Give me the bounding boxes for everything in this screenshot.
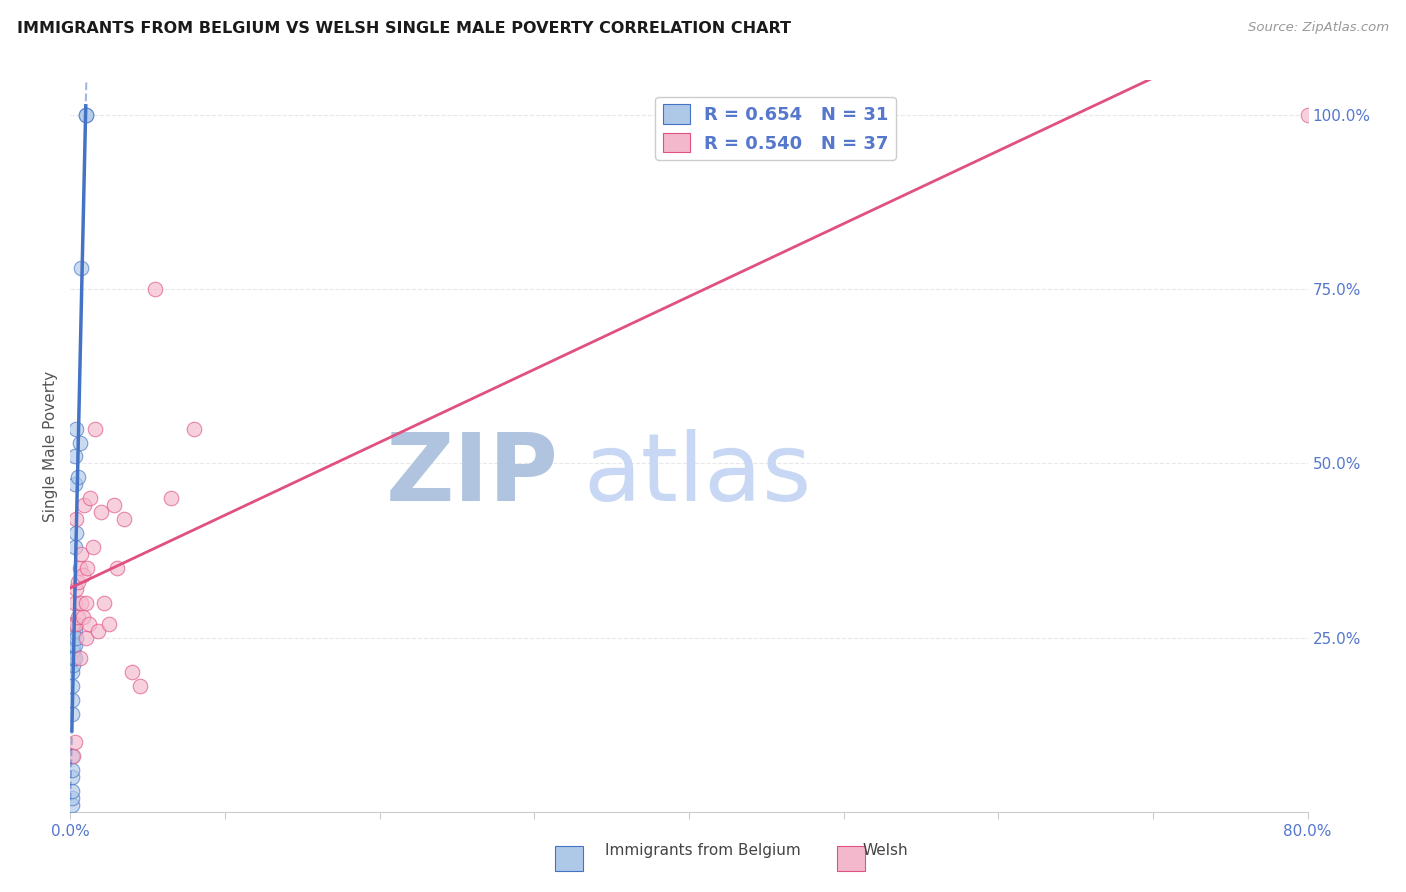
Point xyxy=(73,498,96,512)
Point xyxy=(63,735,86,749)
Point xyxy=(60,797,83,812)
Point xyxy=(63,638,86,652)
Point xyxy=(75,108,97,122)
Point xyxy=(70,596,93,610)
Point xyxy=(69,435,91,450)
Text: Source: ZipAtlas.com: Source: ZipAtlas.com xyxy=(1249,21,1389,35)
Y-axis label: Single Male Poverty: Single Male Poverty xyxy=(44,370,59,522)
Point xyxy=(67,609,90,624)
Point xyxy=(709,108,731,122)
Point xyxy=(62,749,84,764)
Point xyxy=(82,540,105,554)
Point xyxy=(114,512,135,526)
Point xyxy=(90,505,112,519)
Point xyxy=(63,624,86,638)
Point xyxy=(63,477,86,491)
Point xyxy=(62,638,84,652)
Point xyxy=(75,631,97,645)
Point xyxy=(72,609,94,624)
Point xyxy=(65,421,87,435)
Point xyxy=(60,784,83,798)
Point xyxy=(121,665,143,680)
Text: atlas: atlas xyxy=(583,429,813,521)
Point xyxy=(72,567,94,582)
Point xyxy=(93,596,115,610)
Point xyxy=(69,561,91,575)
Point xyxy=(62,616,84,631)
Point xyxy=(62,616,84,631)
Point xyxy=(67,574,90,589)
Point xyxy=(65,582,87,596)
Point xyxy=(103,498,125,512)
Point xyxy=(60,790,83,805)
Point xyxy=(62,644,84,658)
Point xyxy=(65,616,87,631)
Point xyxy=(60,763,83,777)
Legend: R = 0.654   N = 31, R = 0.540   N = 37: R = 0.654 N = 31, R = 0.540 N = 37 xyxy=(655,96,896,160)
Point xyxy=(60,679,83,693)
Point xyxy=(60,707,83,722)
Text: IMMIGRANTS FROM BELGIUM VS WELSH SINGLE MALE POVERTY CORRELATION CHART: IMMIGRANTS FROM BELGIUM VS WELSH SINGLE … xyxy=(17,21,790,37)
Point xyxy=(63,651,86,665)
Point xyxy=(60,770,83,784)
Point xyxy=(67,470,90,484)
Point xyxy=(129,679,152,693)
Point xyxy=(105,561,128,575)
Point xyxy=(75,596,97,610)
Point xyxy=(84,421,107,435)
Point xyxy=(60,749,83,764)
Text: Immigrants from Belgium: Immigrants from Belgium xyxy=(605,843,801,858)
Point xyxy=(62,631,84,645)
Text: Welsh: Welsh xyxy=(863,843,908,858)
Point xyxy=(62,658,84,673)
Point xyxy=(65,631,87,645)
Point xyxy=(60,693,83,707)
Text: ZIP: ZIP xyxy=(387,429,560,521)
Point xyxy=(62,651,84,665)
Point xyxy=(63,596,86,610)
Point xyxy=(75,108,97,122)
Point xyxy=(70,261,93,276)
Point xyxy=(65,512,87,526)
Point xyxy=(145,282,166,296)
Point xyxy=(62,624,84,638)
Point xyxy=(70,547,93,561)
Point xyxy=(63,540,86,554)
Point xyxy=(87,624,110,638)
Point xyxy=(77,616,100,631)
Point xyxy=(76,561,98,575)
Point xyxy=(63,450,86,464)
Point xyxy=(1296,108,1319,122)
Point xyxy=(69,651,91,665)
Point xyxy=(60,665,83,680)
Point xyxy=(98,616,120,631)
Point xyxy=(183,421,205,435)
Point xyxy=(79,491,101,506)
Point xyxy=(65,526,87,541)
Point xyxy=(160,491,183,506)
